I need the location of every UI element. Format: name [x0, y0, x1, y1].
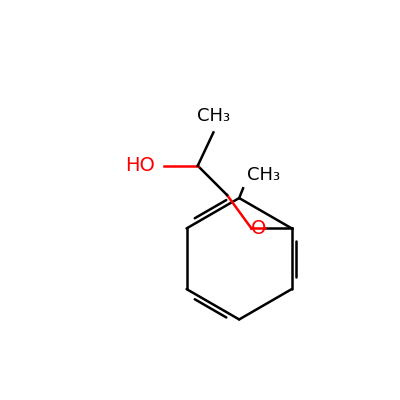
Text: HO: HO: [125, 156, 155, 175]
Text: CH₃: CH₃: [247, 166, 280, 184]
Text: CH₃: CH₃: [197, 107, 230, 125]
Text: O: O: [251, 219, 266, 238]
